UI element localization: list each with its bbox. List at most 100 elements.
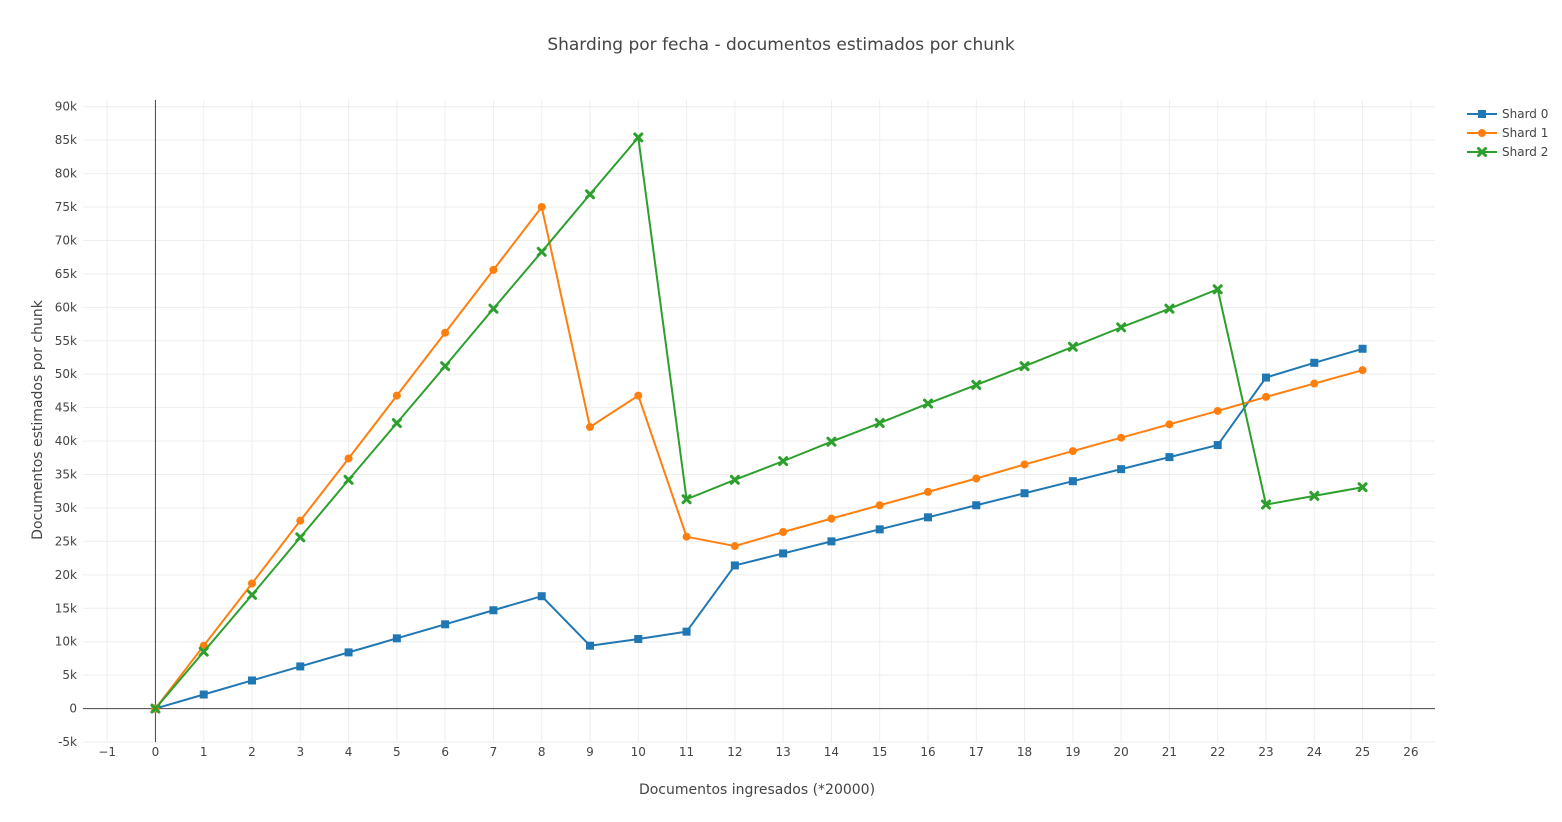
legend-marker bbox=[1477, 147, 1487, 157]
data-point-shard-0 bbox=[489, 606, 498, 615]
data-point-shard-0 bbox=[248, 676, 256, 685]
data-point-shard-0 bbox=[1068, 477, 1077, 486]
data-point-shard-0 bbox=[875, 525, 884, 534]
data-point-shard-0 bbox=[1165, 453, 1174, 462]
x-tick-label: 7 bbox=[490, 745, 498, 759]
y-tick-label: 5k bbox=[62, 668, 77, 682]
series-shard-0 bbox=[151, 344, 1367, 713]
data-point-shard-0 bbox=[827, 537, 836, 546]
data-point-shard-2 bbox=[440, 361, 451, 372]
x-tick-label: 18 bbox=[1017, 745, 1032, 759]
data-point-shard-0 bbox=[199, 690, 208, 699]
data-point-shard-2 bbox=[729, 474, 740, 485]
legend-item-shard-1[interactable]: Shard 1 bbox=[1467, 126, 1548, 140]
x-tick-label: 4 bbox=[345, 745, 353, 759]
series-shard-2 bbox=[150, 132, 1368, 714]
data-point-shard-2 bbox=[247, 589, 257, 600]
data-point-shard-0 bbox=[392, 634, 401, 643]
x-tick-label: 19 bbox=[1065, 745, 1080, 759]
data-point-shard-0 bbox=[537, 592, 546, 601]
data-point-shard-2 bbox=[1116, 322, 1127, 333]
x-tick-label: 13 bbox=[776, 745, 791, 759]
data-point-shard-2 bbox=[343, 474, 354, 485]
data-point-shard-2 bbox=[536, 246, 547, 257]
x-tick-label: 12 bbox=[727, 745, 742, 759]
series-line-shard-1 bbox=[154, 206, 1363, 710]
data-point-shard-1 bbox=[1213, 406, 1222, 415]
data-point-shard-0 bbox=[682, 627, 691, 636]
data-point-shard-1 bbox=[392, 391, 401, 400]
data-point-shard-0 bbox=[1310, 358, 1319, 367]
data-point-shard-1 bbox=[779, 528, 788, 537]
data-point-shard-2 bbox=[1309, 490, 1320, 501]
x-tick-label: 8 bbox=[538, 745, 546, 759]
data-point-shard-1 bbox=[1020, 460, 1029, 469]
x-tick-label: 6 bbox=[441, 745, 449, 759]
data-point-shard-0 bbox=[1020, 489, 1029, 498]
data-point-shard-0 bbox=[1262, 373, 1270, 382]
data-point-shard-1 bbox=[586, 423, 594, 432]
x-tick-label: 0 bbox=[152, 745, 160, 759]
data-point-shard-1 bbox=[248, 579, 256, 588]
x-tick-label: 17 bbox=[969, 745, 984, 759]
data-point-shard-2 bbox=[633, 132, 644, 143]
data-point-shard-0 bbox=[1117, 465, 1126, 474]
data-point-shard-2 bbox=[1261, 499, 1271, 510]
legend-item-shard-2[interactable]: Shard 2 bbox=[1467, 145, 1548, 159]
data-point-shard-2 bbox=[874, 418, 885, 429]
grid-layer bbox=[83, 100, 1435, 743]
tick-labels: −1 0 1 2 3 4 5 6 7 8 9 10 11 12 13 14 15 16 17 18 19 20 21 22 23… bbox=[55, 100, 1419, 759]
y-tick-label: 30k bbox=[55, 501, 77, 515]
data-point-shard-2 bbox=[488, 303, 499, 314]
data-point-shard-0 bbox=[441, 620, 450, 629]
y-tick-label: 55k bbox=[55, 334, 77, 348]
x-tick-label: 10 bbox=[631, 745, 646, 759]
x-tick-label: 20 bbox=[1114, 745, 1129, 759]
data-point-shard-1 bbox=[296, 516, 305, 525]
x-tick-label: 5 bbox=[393, 745, 401, 759]
y-axis-title: Documentos estimados por chunk bbox=[30, 299, 46, 540]
legend-marker bbox=[1478, 110, 1486, 118]
x-tick-label: 25 bbox=[1355, 745, 1370, 759]
y-tick-label: 85k bbox=[55, 133, 77, 147]
data-point-shard-1 bbox=[344, 454, 353, 463]
data-point-shard-0 bbox=[924, 513, 932, 522]
y-tick-label: 40k bbox=[55, 434, 77, 448]
legend-label: Shard 0 bbox=[1502, 107, 1548, 121]
data-point-shard-0 bbox=[634, 635, 643, 644]
x-tick-label: 22 bbox=[1210, 745, 1225, 759]
data-point-shard-2 bbox=[391, 418, 402, 429]
data-point-shard-2 bbox=[826, 436, 837, 447]
series-shard-1 bbox=[151, 203, 1367, 713]
data-point-shard-2 bbox=[295, 532, 306, 543]
data-point-shard-1 bbox=[441, 328, 450, 337]
data-point-shard-2 bbox=[198, 646, 209, 657]
y-tick-label: 35k bbox=[55, 468, 77, 482]
data-point-shard-1 bbox=[1165, 420, 1174, 429]
x-tick-label: 15 bbox=[872, 745, 887, 759]
x-tick-label: 24 bbox=[1307, 745, 1322, 759]
data-point-shard-0 bbox=[586, 641, 594, 650]
legend-item-shard-0[interactable]: Shard 0 bbox=[1467, 107, 1548, 121]
y-tick-label: 60k bbox=[55, 300, 77, 314]
data-point-shard-2 bbox=[1212, 284, 1223, 295]
legend[interactable]: Shard 0 Shard 1 Shard 2 bbox=[1467, 107, 1548, 159]
data-point-shard-1 bbox=[634, 391, 643, 400]
zero-lines bbox=[83, 100, 1435, 742]
x-tick-label: 21 bbox=[1162, 745, 1177, 759]
y-tick-label: 80k bbox=[55, 167, 77, 181]
series-line-shard-2 bbox=[154, 136, 1363, 710]
y-tick-label: 10k bbox=[55, 635, 77, 649]
data-point-shard-1 bbox=[730, 542, 739, 551]
data-point-shard-1 bbox=[875, 501, 884, 510]
y-tick-label: -5k bbox=[58, 735, 77, 749]
data-point-shard-2 bbox=[971, 379, 982, 390]
x-tick-label: −1 bbox=[98, 745, 116, 759]
data-point-shard-1 bbox=[1068, 447, 1077, 456]
y-tick-label: 90k bbox=[55, 100, 77, 114]
data-point-shard-1 bbox=[537, 203, 546, 211]
y-tick-label: 50k bbox=[55, 367, 77, 381]
data-point-shard-0 bbox=[1358, 344, 1367, 353]
x-tick-label: 2 bbox=[248, 745, 256, 759]
